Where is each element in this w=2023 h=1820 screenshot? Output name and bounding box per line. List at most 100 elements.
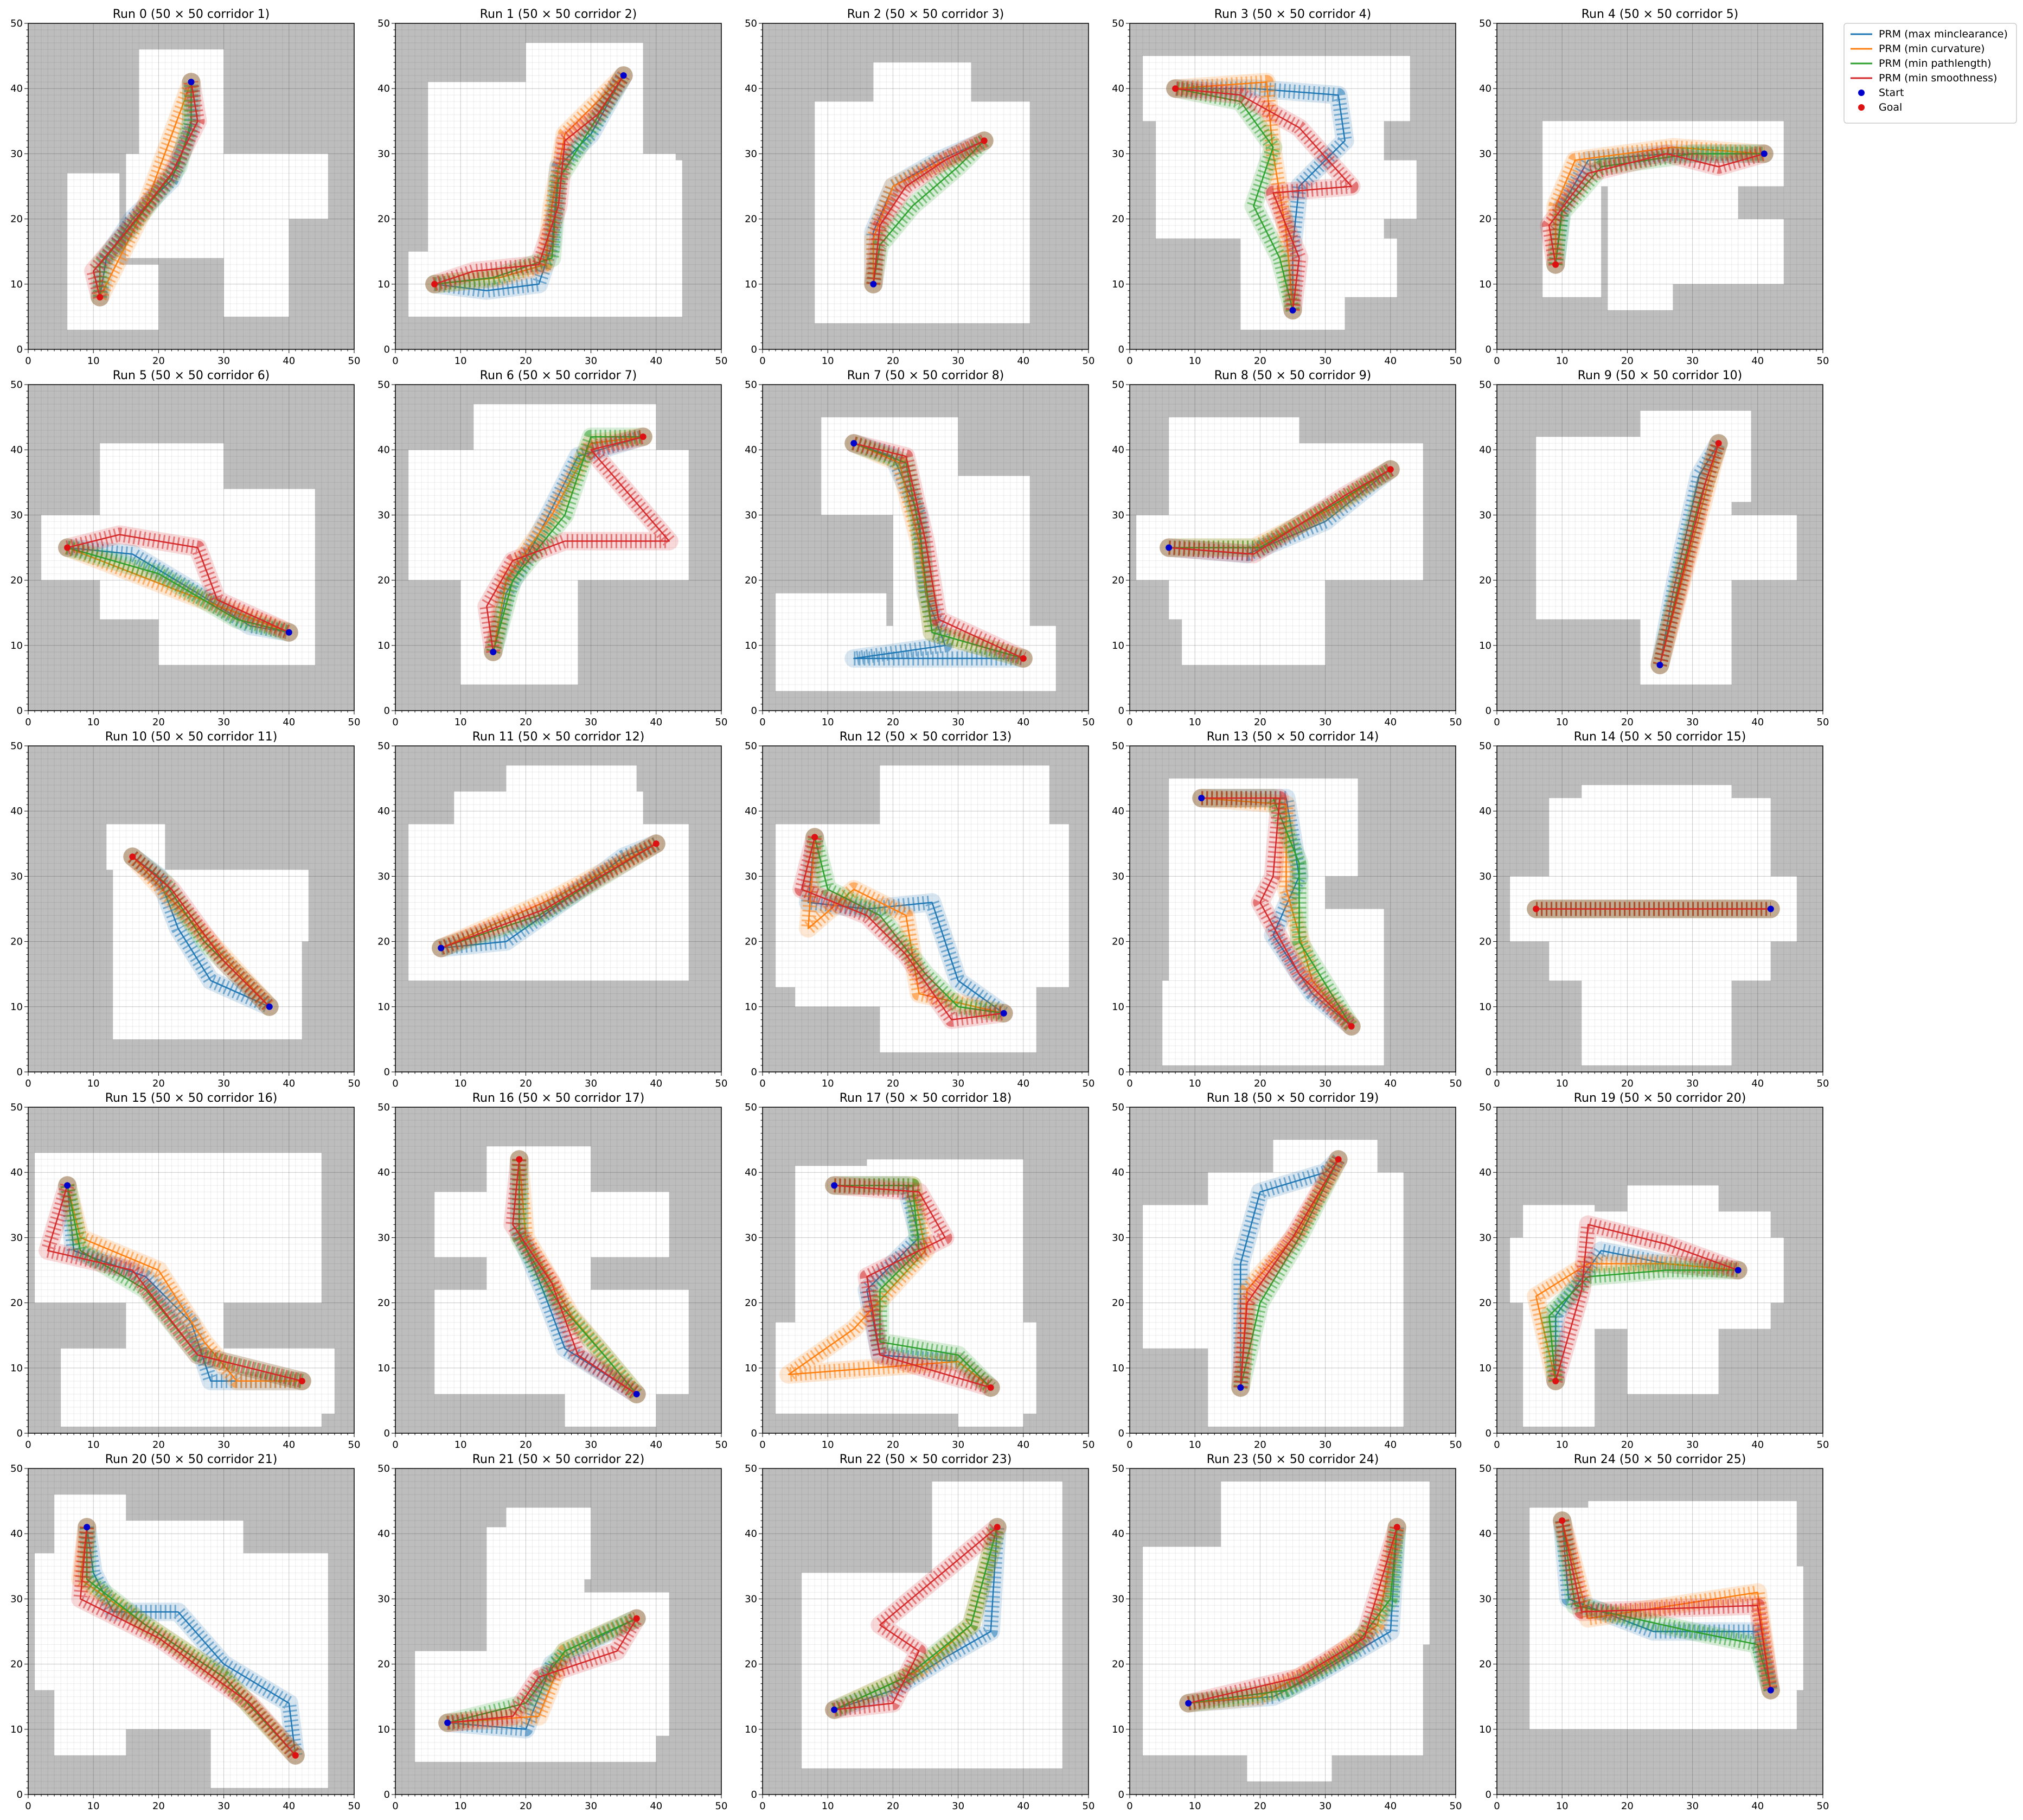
- path-line: [492, 436, 643, 653]
- y-tick-label: 20: [1479, 575, 1491, 586]
- panel-title: Run 10 (50 × 50 corridor 11): [105, 730, 278, 744]
- y-tick-label: 40: [745, 83, 757, 94]
- free-cell: [1582, 785, 1732, 1065]
- x-tick-label: 30: [585, 717, 597, 728]
- free-cell: [1536, 437, 1654, 620]
- y-tick-label: 30: [1479, 509, 1491, 521]
- ticks: 0 10 20 30 40 50 0 10 20 30 40 50: [1479, 18, 1829, 367]
- free-cell: [958, 482, 1017, 665]
- paths: [58, 525, 298, 642]
- panel-title: Run 9 (50 × 50 corridor 10): [1578, 369, 1743, 382]
- start-marker: [188, 79, 195, 86]
- grid: [395, 23, 721, 349]
- goal-marker: [1715, 440, 1722, 447]
- y-tick-label: 50: [10, 740, 23, 752]
- path-line: [1240, 1159, 1339, 1388]
- x-tick-label: 40: [1751, 1078, 1764, 1089]
- free-cell: [880, 765, 1049, 877]
- panel-title: Run 12 (50 × 50 corridor 13): [840, 730, 1012, 744]
- path-line: [434, 75, 624, 285]
- free-cell: [486, 1146, 591, 1303]
- x-tick-label: 50: [348, 1439, 361, 1451]
- panel-title: Run 20 (50 × 50 corridor 21): [105, 1453, 278, 1466]
- start-marker: [1198, 795, 1205, 802]
- ticks: 0 10 20 30 40 50 0 10 20 30 40 50: [10, 379, 360, 728]
- y-tick-label: 40: [377, 444, 390, 456]
- goal-marker: [987, 1384, 994, 1391]
- start-marker: [831, 1182, 838, 1189]
- goal-marker: [1348, 1023, 1355, 1030]
- path-line: [873, 140, 985, 285]
- path-line: [834, 1184, 991, 1388]
- x-tick-label: 20: [887, 1439, 899, 1451]
- start-marker: [1767, 905, 1774, 912]
- y-tick-label: 10: [1479, 640, 1491, 652]
- y-tick-label: 30: [1112, 509, 1124, 521]
- x-tick-label: 30: [217, 717, 230, 728]
- x-tick-label: 30: [1686, 355, 1699, 367]
- path-line: [99, 82, 192, 297]
- y-tick-label: 0: [751, 705, 757, 717]
- x-tick-label: 30: [1686, 1078, 1699, 1089]
- y-tick-label: 10: [1479, 1363, 1491, 1374]
- y-tick-label: 40: [377, 83, 390, 94]
- y-tick-label: 30: [10, 148, 23, 159]
- y-tick-label: 0: [1118, 705, 1124, 717]
- y-tick-label: 20: [1112, 214, 1124, 225]
- grid: [763, 23, 1089, 349]
- grid: [28, 746, 354, 1072]
- path-line: [132, 856, 270, 1007]
- path-line: [67, 547, 290, 634]
- paths: [123, 847, 279, 1016]
- x-tick-label: 0: [759, 1078, 765, 1089]
- x-tick-label: 30: [585, 355, 597, 367]
- paths: [864, 131, 994, 293]
- path-line: [47, 1185, 303, 1382]
- path-line: [814, 836, 1004, 1014]
- y-tick-label: 40: [10, 1167, 23, 1178]
- x-tick-label: 40: [1017, 1439, 1029, 1451]
- x-tick-label: 0: [392, 1078, 398, 1089]
- x-tick-label: 0: [759, 355, 765, 367]
- y-tick-label: 20: [1112, 1298, 1124, 1309]
- y-tick-label: 30: [745, 871, 757, 882]
- panel-20: Run 20 (50 × 50 corridor 21) 0 10 20 30 40 50 0…: [10, 1453, 360, 1812]
- y-tick-label: 20: [10, 214, 23, 225]
- x-tick-label: 10: [822, 717, 834, 728]
- y-tick-label: 20: [10, 936, 23, 948]
- y-tick-label: 0: [1486, 344, 1491, 355]
- y-tick-label: 50: [1479, 740, 1491, 752]
- x-tick-label: 40: [1017, 717, 1029, 728]
- panel-6: Run 6 (50 × 50 corridor 7) 0 10 20 30 40 50 0 10…: [377, 369, 727, 728]
- goal-marker: [981, 137, 988, 144]
- x-tick-label: 30: [1686, 717, 1699, 728]
- panel-18: Run 18 (50 × 50 corridor 19)0 10 20 30 40 500…: [1112, 1091, 1462, 1451]
- paths: [779, 1176, 1000, 1397]
- paths: [1540, 138, 1774, 274]
- x-tick-label: 0: [25, 1078, 31, 1089]
- path-line: [1240, 1159, 1339, 1388]
- panel-title: Run 0 (50 × 50 corridor 1): [113, 8, 270, 21]
- grid: [28, 1107, 354, 1433]
- grid: [28, 385, 354, 711]
- goal-marker: [639, 433, 646, 440]
- y-tick-label: 10: [377, 1001, 390, 1013]
- free-space: [106, 824, 309, 1039]
- x-tick-label: 50: [1083, 1439, 1095, 1451]
- grid: [763, 1107, 1089, 1433]
- y-tick-label: 0: [1118, 1067, 1124, 1078]
- y-tick-label: 20: [745, 1298, 757, 1309]
- ticks: 0 10 20 30 40 50 0 10 20 30 40 50: [1479, 1102, 1829, 1451]
- panel-19: Run 19 (50 × 50 corridor 20)0 10 20 30 40 500…: [1479, 1091, 1829, 1451]
- x-tick-label: 30: [217, 1439, 230, 1451]
- paths: [1160, 460, 1400, 564]
- y-tick-label: 40: [377, 806, 390, 817]
- x-tick-label: 20: [520, 355, 532, 367]
- y-tick-label: 50: [745, 740, 757, 752]
- x-tick-label: 20: [152, 717, 165, 728]
- x-tick-label: 40: [1384, 355, 1397, 367]
- goal-marker: [516, 1156, 523, 1163]
- x-tick-label: 20: [1621, 1078, 1634, 1089]
- start-marker: [850, 440, 857, 447]
